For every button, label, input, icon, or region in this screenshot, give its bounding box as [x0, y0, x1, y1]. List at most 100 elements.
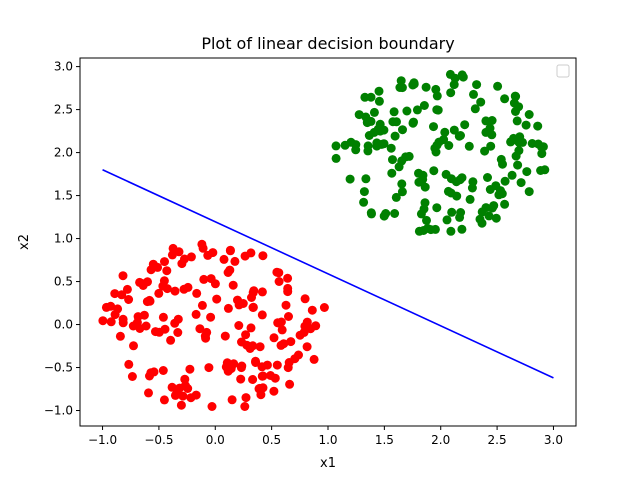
- class-0-point: [294, 350, 303, 360]
- class-0-point: [237, 361, 247, 371]
- x-tick-label: −1.0: [88, 433, 117, 447]
- class-1-point: [522, 167, 532, 177]
- y-tick-label: 0.5: [54, 275, 73, 289]
- class-0-point: [203, 250, 213, 260]
- class-1-point: [524, 187, 534, 197]
- class-0-point: [168, 243, 178, 253]
- y-tick-label: 2.0: [54, 146, 73, 160]
- class-0-point: [258, 371, 268, 381]
- class-0-point: [241, 393, 251, 403]
- class-1-point: [331, 141, 341, 151]
- class-0-point: [206, 312, 216, 322]
- class-1-point: [467, 183, 477, 193]
- class-0-point: [206, 274, 216, 284]
- class-0-point: [191, 390, 201, 400]
- class-1-point: [511, 151, 521, 161]
- class-0-point: [124, 359, 134, 369]
- class-0-point: [129, 341, 138, 351]
- class-1-point: [439, 135, 449, 145]
- class-0-point: [207, 402, 217, 411]
- class-0-point: [225, 245, 235, 255]
- class-0-point: [283, 273, 293, 283]
- line-layer: [102, 169, 554, 379]
- decision-boundary-line: [102, 169, 554, 379]
- class-0-point: [220, 331, 230, 341]
- class-0-point: [229, 359, 239, 369]
- class-1-point: [476, 97, 486, 107]
- class-0-point: [276, 340, 286, 350]
- class-1-point: [516, 178, 526, 188]
- class-1-point: [509, 98, 519, 108]
- class-0-point: [158, 281, 168, 291]
- class-0-point: [198, 243, 208, 253]
- class-1-point: [387, 168, 397, 178]
- class-1-point: [419, 101, 429, 110]
- class-1-point: [420, 182, 430, 192]
- class-1-point: [361, 174, 371, 184]
- class-0-point: [185, 364, 195, 374]
- class-1-point: [496, 154, 506, 164]
- class-0-point: [274, 277, 284, 286]
- class-1-point: [446, 174, 456, 184]
- x-tick-label: 0.0: [206, 433, 225, 447]
- class-1-point: [442, 215, 452, 225]
- class-1-point: [446, 188, 456, 198]
- class-1-point: [420, 198, 430, 208]
- class-1-point: [369, 107, 379, 117]
- class-0-point: [230, 256, 240, 266]
- class-1-point: [372, 138, 382, 148]
- class-0-point: [172, 385, 182, 395]
- class-1-point: [363, 146, 373, 156]
- class-1-point: [500, 176, 510, 186]
- x-tick-label: 1.0: [318, 433, 337, 447]
- class-1-point: [460, 120, 470, 130]
- class-0-point: [240, 251, 250, 261]
- class-0-point: [127, 372, 137, 381]
- class-0-point: [122, 284, 132, 294]
- class-1-point: [402, 106, 412, 116]
- class-1-point: [394, 162, 404, 172]
- y-tick-label: 1.0: [54, 232, 73, 246]
- class-0-point: [162, 266, 172, 276]
- class-1-point: [390, 131, 400, 141]
- class-1-point: [395, 83, 405, 92]
- class-1-point: [423, 223, 433, 233]
- class-0-point: [309, 354, 319, 364]
- class-1-point: [477, 218, 487, 228]
- class-0-point: [170, 318, 180, 328]
- y-tick-label: 0.0: [54, 318, 73, 332]
- class-0-point: [285, 379, 295, 389]
- class-0-point: [299, 327, 309, 337]
- class-1-point: [429, 122, 438, 132]
- class-1-point: [484, 211, 494, 221]
- x-tick-label: 3.0: [544, 433, 563, 447]
- class-1-point: [447, 207, 457, 217]
- class-1-point: [345, 174, 355, 184]
- class-1-point: [477, 207, 487, 217]
- class-0-point: [302, 342, 312, 352]
- class-0-point: [154, 288, 164, 298]
- class-0-point: [186, 252, 196, 262]
- class-1-point: [398, 125, 407, 135]
- class-0-point: [258, 251, 268, 261]
- class-1-point: [537, 142, 547, 152]
- class-0-point: [160, 257, 169, 267]
- class-0-point: [233, 295, 242, 305]
- class-1-point: [374, 96, 384, 106]
- y-tick-label: −1.0: [44, 404, 73, 418]
- class-0-point: [266, 371, 275, 380]
- class-0-point: [148, 259, 158, 269]
- class-0-point: [246, 323, 256, 333]
- chart-title: Plot of linear decision boundary: [201, 34, 454, 53]
- class-0-point: [142, 297, 152, 307]
- class-1-point: [507, 170, 517, 180]
- class-0-point: [249, 286, 259, 296]
- class-1-point: [386, 143, 396, 153]
- class-0-point: [146, 368, 156, 378]
- class-0-point: [176, 400, 186, 410]
- class-1-point: [487, 203, 497, 213]
- class-0-point: [319, 303, 329, 312]
- class-0-point: [159, 395, 169, 405]
- class-1-point: [456, 131, 465, 140]
- class-1-point: [527, 139, 537, 148]
